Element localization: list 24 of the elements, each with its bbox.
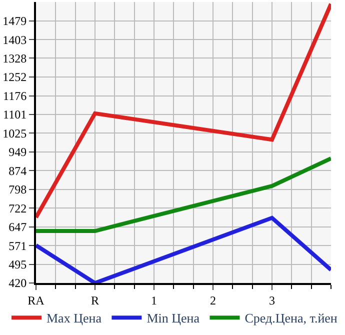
y-tick-label: 571 [8,238,27,253]
y-tick-label: 647 [8,220,27,234]
legend-label: Сред.Цена, т.йен [244,310,338,326]
y-tick-label: 1403 [2,32,27,47]
y-tick-label: 420 [8,276,27,290]
legend-label: Min Цена [146,310,200,326]
legend-label: Max Цена [46,310,102,326]
y-tick-label: 1479 [2,14,27,28]
x-tick-label: RA [28,293,45,308]
y-tick-label: 495 [8,258,27,272]
y-tick-label: 949 [8,145,27,160]
y-tick-label: 1176 [3,89,27,104]
y-tick-label: 1328 [2,51,27,66]
y-tick-label: 1025 [2,126,27,140]
y-tick-label: 722 [8,201,27,216]
x-tick-label: 3 [269,293,275,308]
y-tick-label: 1252 [2,70,27,84]
x-tick-label: 1 [151,293,157,308]
x-tick-label: 2 [210,293,216,308]
y-tick-label: 798 [8,182,27,197]
x-tick-label: R [90,293,100,308]
line-series [36,2,331,220]
y-tick-label: 874 [8,164,27,178]
y-tick-label: 1101 [3,108,27,122]
